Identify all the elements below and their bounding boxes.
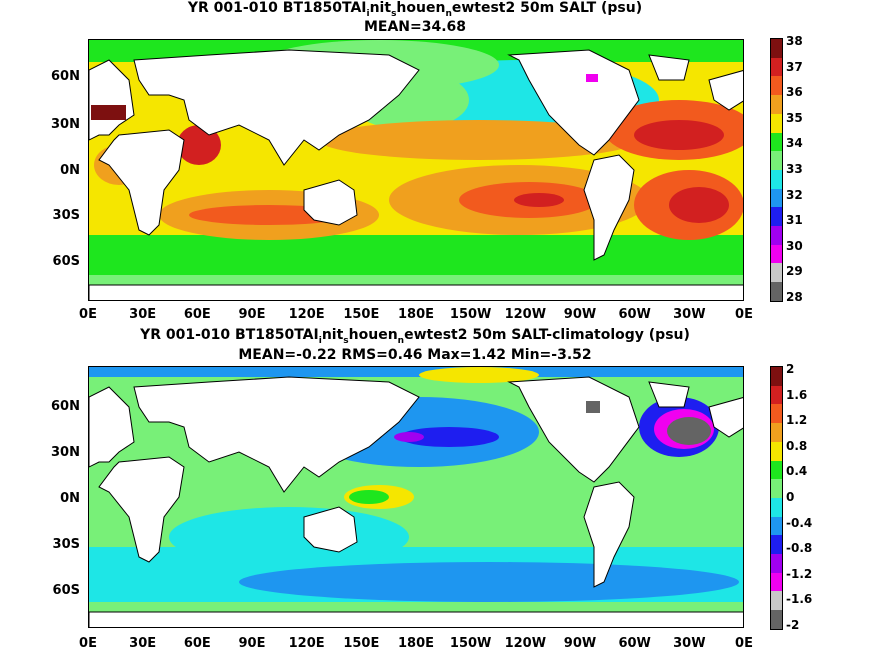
colorbar-segment — [771, 169, 782, 189]
colorbar-segment — [771, 572, 782, 592]
colorbar-segment — [771, 263, 782, 283]
lon-label: 150W — [449, 307, 492, 322]
colorbar-segment — [771, 460, 782, 480]
colorbar-segment — [771, 497, 782, 517]
colorbar-segment — [771, 610, 782, 629]
lon-label: 150E — [343, 636, 380, 651]
top-lat-label-30s: 30S — [52, 208, 80, 223]
top-title-line1: YR 001-010 BT1850TAIinitshouennewtest2 5… — [187, 0, 643, 19]
lon-label: 120E — [288, 636, 325, 651]
colorbar-tick-label: 0.4 — [786, 464, 808, 479]
lon-label: 60W — [618, 307, 651, 322]
lon-label: 120E — [288, 307, 325, 322]
colorbar-tick-label: 30 — [786, 238, 803, 253]
colorbar-tick-label: -0.4 — [786, 515, 813, 530]
lon-label: 0E — [735, 636, 753, 651]
colorbar-segment — [771, 76, 782, 96]
bottom-lat-label-60n: 60N — [51, 399, 80, 414]
colorbar-segment — [771, 39, 782, 58]
colorbar-tick-label: 1.6 — [786, 387, 808, 402]
bottom-lat-label-30n: 30N — [51, 445, 80, 460]
lon-label: 90E — [238, 636, 266, 651]
top-lat-label-0n: 0N — [60, 163, 80, 178]
colorbar-segment — [771, 207, 782, 227]
lon-label: 180E — [397, 636, 435, 651]
top-lat-label-60s: 60S — [52, 254, 80, 269]
lon-label: 150W — [449, 636, 492, 651]
top-colorbar — [770, 38, 783, 302]
top-salinity-map — [89, 40, 743, 300]
lon-label: 120W — [504, 307, 547, 322]
top-title-line2: MEAN=34.68 — [363, 19, 467, 35]
lon-label: 0E — [735, 307, 753, 322]
colorbar-tick-label: -0.8 — [786, 541, 813, 556]
colorbar-segment — [771, 95, 782, 114]
lon-label: 180E — [397, 307, 435, 322]
bottom-lat-label-30s: 30S — [52, 537, 80, 552]
lon-label: 60E — [183, 636, 211, 651]
colorbar-tick-label: -1.6 — [786, 592, 813, 607]
top-lat-label-30n: 30N — [51, 117, 80, 132]
colorbar-segment — [771, 591, 782, 611]
lon-label: 90E — [238, 307, 266, 322]
lon-label: 60W — [618, 636, 651, 651]
colorbar-tick-label: 34 — [786, 136, 803, 151]
bottom-map-panel — [88, 366, 744, 628]
lon-label: 60E — [183, 307, 211, 322]
colorbar-tick-label: 31 — [786, 213, 803, 228]
colorbar-segment — [771, 441, 782, 461]
lon-label: 120W — [504, 636, 547, 651]
bottom-title-line2: MEAN=-0.22 RMS=0.46 Max=1.42 Min=-3.52 — [238, 347, 592, 363]
colorbar-segment — [771, 282, 782, 301]
colorbar-segment — [771, 404, 782, 424]
colorbar-segment — [771, 423, 782, 442]
colorbar-tick-label: 0 — [786, 490, 795, 504]
top-lat-label-60n: 60N — [51, 69, 80, 84]
lon-label: 90W — [563, 636, 597, 651]
colorbar-tick-label: -1.2 — [786, 566, 813, 581]
colorbar-tick-label: 36 — [786, 85, 803, 100]
lon-label: 90W — [563, 307, 597, 322]
lon-label: 0E — [79, 307, 97, 322]
bottom-title-line1: YR 001-010 BT1850TAIinitshouennewtest2 5… — [140, 327, 690, 346]
lon-label: 150E — [343, 307, 380, 322]
lon-label: 30W — [673, 307, 706, 322]
colorbar-tick-label: -2 — [786, 618, 800, 632]
colorbar-tick-label: 2 — [786, 362, 795, 376]
colorbar-segment — [771, 57, 782, 77]
colorbar-segment — [771, 188, 782, 208]
colorbar-segment — [771, 244, 782, 264]
colorbar-tick-label: 38 — [786, 34, 803, 48]
bottom-anomaly-map — [89, 367, 743, 627]
colorbar-segment — [771, 385, 782, 405]
lon-label: 30E — [129, 636, 157, 651]
colorbar-tick-label: 29 — [786, 264, 803, 279]
colorbar-tick-label: 33 — [786, 162, 803, 176]
colorbar-segment — [771, 367, 782, 386]
lon-label: 0E — [79, 636, 97, 651]
bottom-lat-label-60s: 60S — [52, 583, 80, 598]
colorbar-tick-label: 0.8 — [786, 438, 808, 453]
colorbar-segment — [771, 113, 782, 133]
top-map-panel — [88, 39, 744, 301]
colorbar-tick-label: 1.2 — [786, 413, 808, 428]
lon-label: 30W — [673, 636, 706, 651]
bottom-colorbar — [770, 366, 783, 630]
colorbar-segment — [771, 516, 782, 536]
colorbar-tick-label: 37 — [786, 59, 803, 74]
colorbar-tick-label: 28 — [786, 290, 803, 304]
colorbar-tick-label: 32 — [786, 187, 803, 202]
colorbar-tick-label: 35 — [786, 110, 803, 125]
lon-label: 30E — [129, 307, 157, 322]
bottom-lat-label-0n: 0N — [60, 491, 80, 506]
colorbar-segment — [771, 535, 782, 555]
colorbar-segment — [771, 479, 782, 498]
colorbar-segment — [771, 132, 782, 152]
colorbar-segment — [771, 226, 782, 245]
colorbar-segment — [771, 554, 782, 573]
colorbar-segment — [771, 151, 782, 170]
